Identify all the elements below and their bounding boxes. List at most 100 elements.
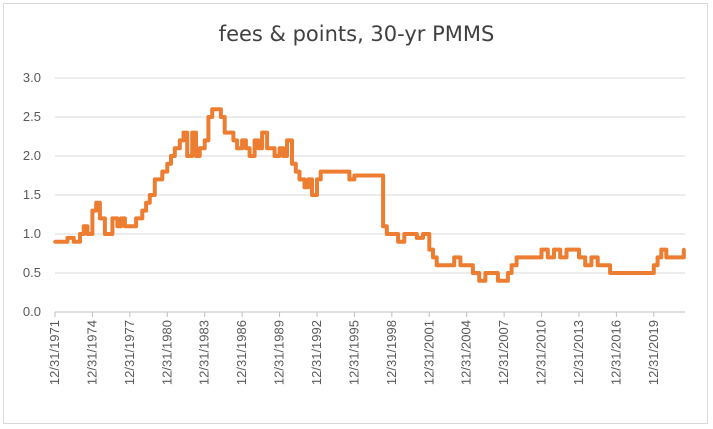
data-point bbox=[144, 201, 148, 205]
data-point bbox=[53, 240, 57, 244]
data-point bbox=[285, 138, 289, 143]
data-point bbox=[614, 271, 619, 275]
data-point bbox=[471, 271, 475, 275]
data-point bbox=[489, 271, 494, 275]
y-axis-ticks: 0.0 0.5 1.0 1.5 2.0 2.5 3.0 bbox=[23, 70, 41, 319]
data-point bbox=[181, 130, 186, 135]
data-point bbox=[277, 146, 282, 150]
data-point bbox=[235, 146, 239, 150]
y-tick-label: 1.0 bbox=[23, 226, 41, 241]
data-point bbox=[670, 255, 675, 260]
data-point bbox=[306, 177, 311, 182]
data-point bbox=[106, 232, 111, 236]
data-point bbox=[322, 169, 327, 174]
data-point bbox=[502, 279, 506, 283]
data-point bbox=[153, 177, 157, 182]
data-point bbox=[148, 193, 152, 197]
x-tick-label: 12/31/1977 bbox=[122, 320, 137, 385]
data-point bbox=[335, 169, 339, 174]
x-tick-label: 12/31/2010 bbox=[534, 320, 549, 385]
data-point bbox=[115, 224, 120, 228]
data-point bbox=[583, 263, 587, 268]
data-point bbox=[98, 216, 102, 221]
data-point bbox=[358, 173, 363, 178]
data-point bbox=[165, 162, 170, 166]
x-tick-label: 12/31/1998 bbox=[384, 320, 399, 385]
data-point bbox=[85, 232, 90, 236]
data-point bbox=[194, 154, 198, 158]
data-point bbox=[664, 255, 669, 260]
data-point bbox=[496, 279, 500, 283]
data-point bbox=[256, 146, 261, 150]
data-point bbox=[244, 146, 248, 150]
y-tick-label: 3.0 bbox=[23, 70, 41, 85]
series-layer bbox=[53, 107, 686, 283]
data-point bbox=[197, 146, 202, 150]
data-point bbox=[222, 130, 227, 135]
data-point bbox=[240, 138, 244, 143]
data-point bbox=[446, 263, 450, 268]
data-point bbox=[514, 255, 519, 260]
data-point bbox=[539, 247, 544, 252]
data-point bbox=[458, 263, 463, 268]
data-point bbox=[602, 263, 606, 268]
data-point bbox=[294, 169, 298, 174]
data-point bbox=[340, 169, 344, 174]
x-axis-ticks: 12/31/1971 12/31/1974 12/31/1977 12/31/1980… bbox=[47, 320, 661, 385]
data-point bbox=[215, 107, 219, 111]
x-tick-label: 12/31/1995 bbox=[346, 320, 361, 385]
data-point bbox=[265, 146, 269, 150]
data-point bbox=[128, 224, 132, 228]
data-point bbox=[119, 216, 123, 221]
data-point bbox=[421, 232, 425, 236]
data-point bbox=[431, 255, 435, 260]
data-point bbox=[639, 271, 644, 275]
data-point bbox=[652, 263, 656, 268]
x-axis bbox=[54, 311, 685, 317]
data-point bbox=[318, 169, 323, 174]
y-tick-label: 0.0 bbox=[23, 304, 41, 319]
data-point bbox=[169, 154, 173, 158]
x-tick-label: 12/31/2013 bbox=[571, 320, 586, 385]
data-point bbox=[331, 169, 336, 174]
data-point bbox=[396, 240, 400, 244]
data-point bbox=[627, 271, 631, 275]
data-point bbox=[59, 240, 63, 244]
data-point bbox=[178, 138, 182, 143]
data-point bbox=[546, 255, 550, 260]
data-point bbox=[595, 263, 600, 268]
data-point bbox=[343, 169, 348, 174]
data-point bbox=[81, 224, 86, 228]
chart-title: fees & points, 30-yr PMMS bbox=[218, 22, 495, 46]
data-point bbox=[377, 173, 382, 178]
data-point bbox=[371, 173, 375, 178]
data-point bbox=[290, 162, 294, 166]
data-point bbox=[302, 185, 307, 189]
data-point bbox=[564, 247, 569, 252]
data-point bbox=[645, 271, 650, 275]
x-tick-label: 12/31/1974 bbox=[84, 320, 99, 385]
y-tick-label: 0.5 bbox=[23, 265, 41, 280]
data-point bbox=[427, 247, 432, 252]
data-point bbox=[385, 232, 389, 236]
data-point bbox=[390, 232, 394, 236]
data-point bbox=[677, 255, 681, 260]
data-point bbox=[415, 236, 419, 240]
data-point bbox=[352, 173, 357, 178]
chart-frame bbox=[3, 3, 708, 424]
data-point bbox=[247, 154, 252, 158]
data-point bbox=[227, 130, 232, 135]
data-point bbox=[78, 232, 82, 236]
x-tick-label: 12/31/1983 bbox=[197, 320, 212, 385]
x-tick-label: 12/31/2004 bbox=[459, 320, 474, 385]
data-point bbox=[210, 107, 214, 111]
data-point bbox=[477, 279, 482, 283]
data-point bbox=[156, 177, 161, 182]
data-point bbox=[327, 169, 332, 174]
data-point bbox=[160, 169, 165, 174]
data-point bbox=[269, 146, 273, 150]
x-tick-label: 12/31/1980 bbox=[159, 320, 174, 385]
x-tick-label: 12/31/1992 bbox=[309, 320, 324, 385]
data-point bbox=[381, 224, 385, 228]
